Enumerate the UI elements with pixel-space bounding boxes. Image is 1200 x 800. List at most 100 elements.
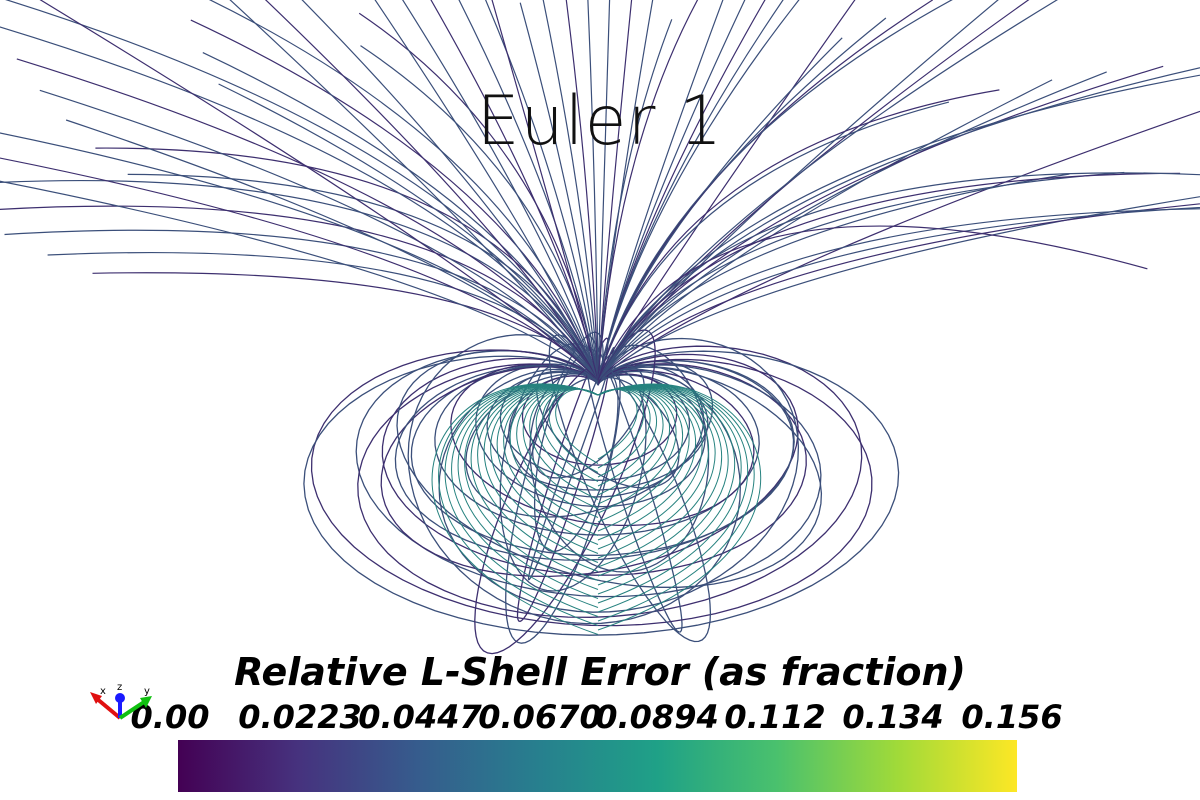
colorbar-tick: 0.0894 <box>595 698 719 736</box>
field-line <box>229 0 599 381</box>
field-line <box>597 386 690 532</box>
field-line <box>381 357 807 576</box>
x-axis-arrow <box>94 696 122 720</box>
field-line <box>597 385 729 586</box>
field-line <box>490 386 599 554</box>
field-line <box>65 119 599 381</box>
field-line <box>597 74 1200 381</box>
field-line <box>438 383 599 626</box>
field-line <box>597 383 755 622</box>
field-line <box>597 0 1059 381</box>
field-line <box>521 373 678 466</box>
field-line <box>597 387 677 514</box>
field-line <box>597 383 762 631</box>
field-line <box>597 171 1125 381</box>
field-line <box>542 0 599 381</box>
field-line <box>357 345 863 618</box>
field-line <box>458 0 599 381</box>
field-line <box>597 225 1148 381</box>
field-line <box>597 387 671 505</box>
field-line <box>491 0 599 381</box>
field-line <box>565 0 599 381</box>
field-line <box>496 386 599 545</box>
field-line <box>597 206 1200 381</box>
field-line <box>597 384 742 604</box>
field-line <box>301 0 599 381</box>
colorbar-tick: 0.134 <box>842 698 944 736</box>
field-line <box>597 172 1181 381</box>
field-line <box>597 17 887 381</box>
field-line <box>190 19 599 381</box>
field-line <box>597 0 610 381</box>
colorbar-tick: 0.0670 <box>478 698 602 736</box>
field-line <box>47 251 599 381</box>
field-line <box>264 0 599 381</box>
x-axis-label: x <box>100 686 106 697</box>
colorbar-title: Relative L-Shell Error (as fraction) <box>234 650 966 694</box>
colorbar-tick: 0.0447 <box>358 698 482 736</box>
field-line <box>516 387 599 518</box>
field-line <box>597 203 1200 381</box>
field-line <box>4 229 599 381</box>
colorbar-tick: 0.0223 <box>238 698 362 736</box>
field-line <box>509 386 599 527</box>
field-line <box>522 387 599 509</box>
field-line <box>0 179 599 381</box>
field-line <box>464 384 599 590</box>
field-line <box>597 386 703 550</box>
field-line <box>597 89 1000 381</box>
field-line <box>310 349 873 627</box>
field-line <box>597 79 1053 381</box>
colorbar <box>178 740 1017 792</box>
field-line <box>470 385 599 581</box>
field-line <box>394 360 795 561</box>
field-line <box>374 0 599 381</box>
field-line <box>597 0 699 381</box>
field-line <box>597 387 683 523</box>
field-line <box>303 350 900 636</box>
field-line <box>597 19 673 381</box>
field-line <box>0 205 599 381</box>
field-line <box>39 89 599 381</box>
y-axis-arrow <box>118 700 146 720</box>
field-line <box>457 384 599 599</box>
x-axis-head <box>90 692 102 704</box>
field-line <box>202 52 599 381</box>
field-line <box>431 383 599 635</box>
orientation-axes-icon: x z y <box>90 684 152 720</box>
field-line <box>127 173 599 381</box>
field-line <box>451 384 599 608</box>
field-line <box>0 132 599 381</box>
field-line <box>380 353 799 578</box>
field-line <box>597 385 709 559</box>
field-line <box>597 0 800 381</box>
y-axis-head <box>140 696 152 708</box>
field-line <box>597 384 749 613</box>
field-line <box>597 0 953 381</box>
field-line <box>39 0 599 381</box>
field-line <box>438 337 800 613</box>
field-line <box>0 157 599 381</box>
field-line <box>587 0 599 381</box>
field-line <box>519 2 599 381</box>
field-line <box>0 180 599 381</box>
field-line <box>597 384 736 595</box>
plot-title: Euler 1 <box>476 82 724 161</box>
field-line <box>208 0 599 381</box>
field-line <box>484 0 599 381</box>
field-line <box>597 386 697 541</box>
z-axis-head <box>115 693 125 703</box>
field-line <box>597 172 1200 381</box>
field-line <box>597 173 1070 381</box>
field-line <box>597 196 1200 381</box>
field-line <box>597 208 1200 381</box>
field-line <box>503 386 599 536</box>
y-axis-label: y <box>144 686 150 697</box>
field-line <box>0 26 599 381</box>
colorbar-tick: 0.112 <box>724 698 826 736</box>
colorbar-tick: 0.156 <box>961 698 1063 736</box>
field-line <box>444 384 599 617</box>
field-line <box>486 370 709 491</box>
